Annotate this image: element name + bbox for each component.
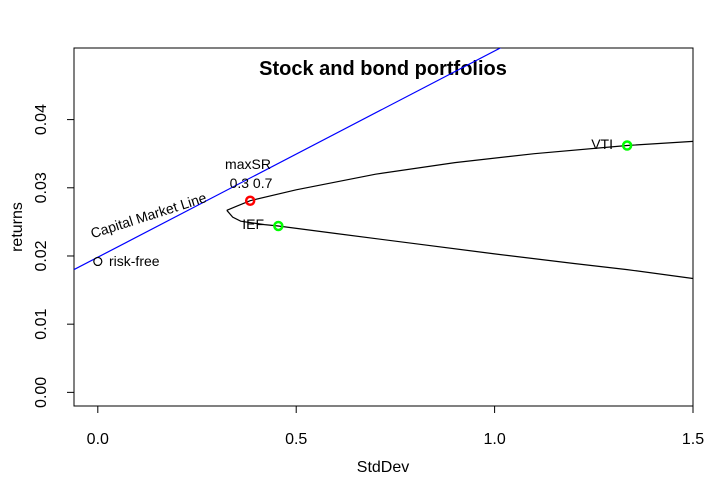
y-tick-label: 0.00 — [33, 377, 50, 408]
vti-label: VTI — [591, 136, 613, 152]
x-tick-label: 1.5 — [682, 431, 704, 448]
points-layer — [93, 140, 633, 267]
chart-title: Stock and bond portfolios — [259, 58, 507, 80]
y-tick-label: 0.01 — [33, 308, 50, 339]
efficient-frontier-line — [226, 140, 693, 211]
series-layer — [74, 48, 693, 280]
plot-frame — [73, 47, 694, 407]
x-tick-label: 1.0 — [483, 431, 505, 448]
vti-point — [621, 140, 633, 151]
x-tick-label: 0.5 — [285, 431, 307, 448]
x-axis-label: StdDev — [357, 459, 409, 476]
y-axis-label: returns — [9, 202, 26, 252]
max-sr-label: maxSR — [225, 156, 271, 172]
cml-label: Capital Market Line — [89, 189, 209, 241]
ief-label: IEF — [242, 216, 264, 232]
capital-market-line-line — [74, 48, 502, 271]
risk-free-label: risk-free — [109, 253, 160, 269]
y-tick-label: 0.03 — [33, 172, 50, 203]
ief-point — [273, 220, 284, 232]
efficient-frontier-line — [226, 209, 693, 280]
y-axis: 0.00 0.01 0.02 0.03 0.04 — [33, 104, 75, 408]
y-tick-label: 0.04 — [33, 104, 50, 135]
x-axis: 0.0 0.5 1.0 1.5 — [87, 405, 704, 448]
risk-free-point — [93, 256, 103, 267]
maxsr-point — [244, 195, 256, 206]
max-sr-weights-label: 0.3 0.7 — [230, 175, 273, 191]
x-tick-label: 0.0 — [87, 431, 109, 448]
y-tick-label: 0.02 — [33, 240, 50, 271]
